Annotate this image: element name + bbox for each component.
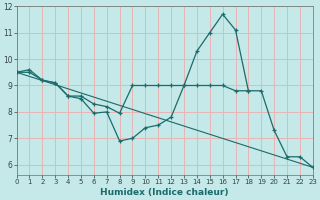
X-axis label: Humidex (Indice chaleur): Humidex (Indice chaleur) [100,188,229,197]
